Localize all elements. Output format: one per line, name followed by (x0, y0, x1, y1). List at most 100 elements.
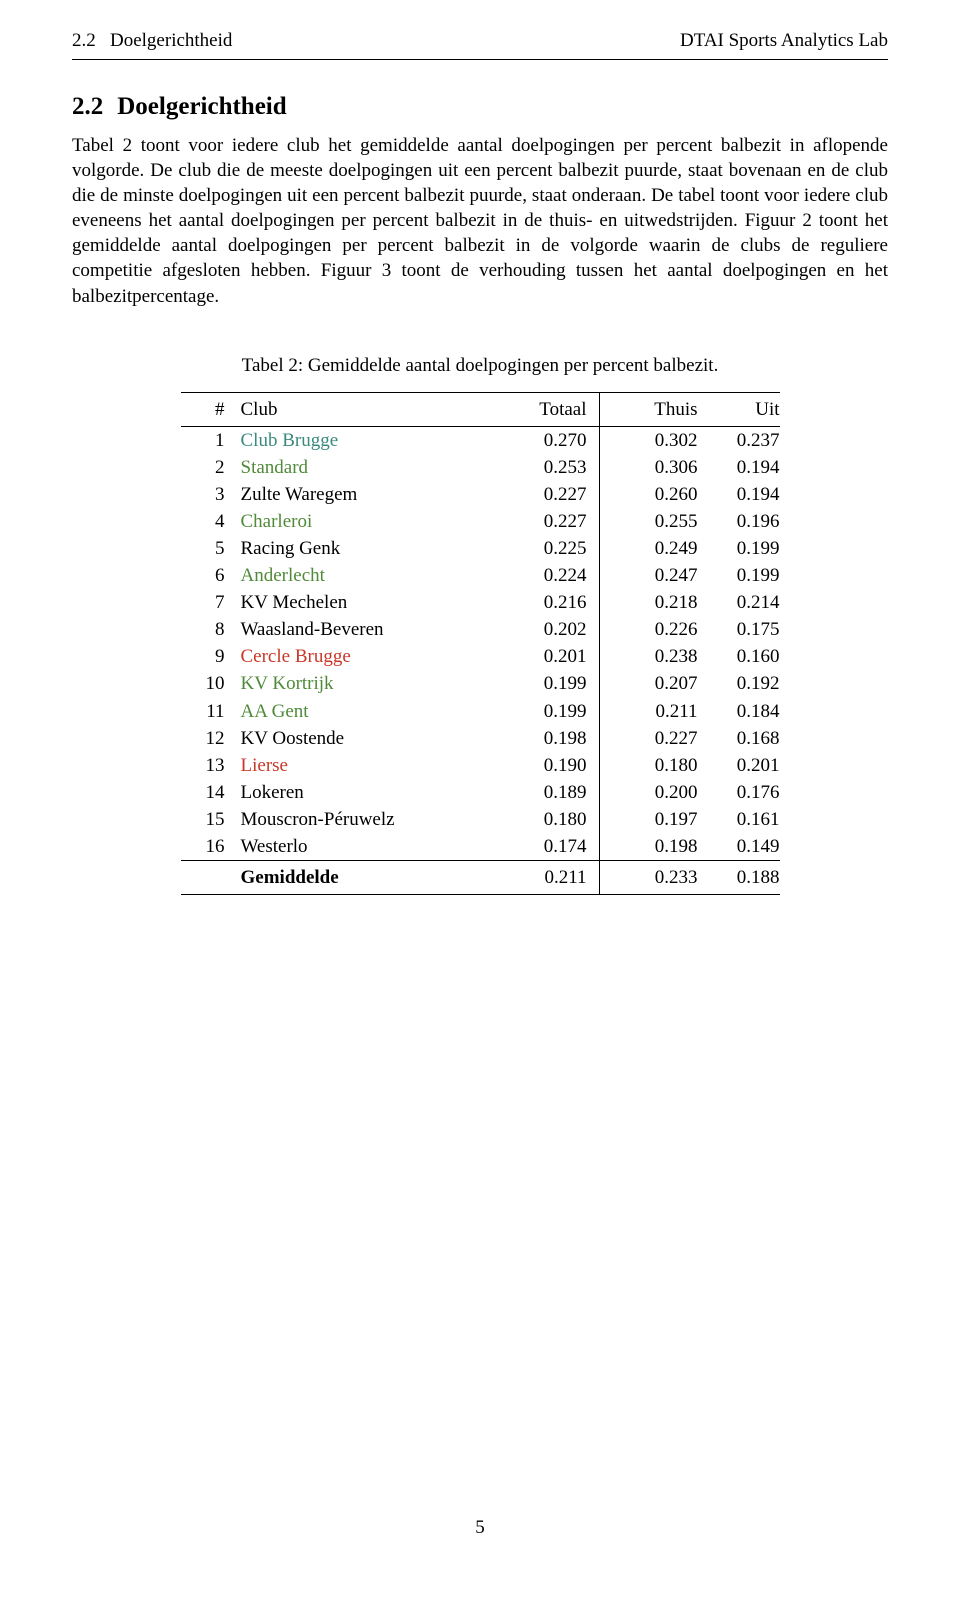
cell-rank: 13 (181, 752, 241, 779)
cell-uit: 0.194 (710, 481, 780, 508)
cell-rank: 1 (181, 426, 241, 454)
cell-totaal: 0.202 (501, 616, 600, 643)
cell-thuis: 0.198 (599, 833, 710, 861)
cell-rank: 2 (181, 454, 241, 481)
table-row: 10KV Kortrijk0.1990.2070.192 (181, 670, 780, 697)
cell-uit: 0.214 (710, 589, 780, 616)
cell-thuis: 0.302 (599, 426, 710, 454)
col-header-club: Club (241, 392, 501, 426)
cell-rank: 5 (181, 535, 241, 562)
cell-totaal: 0.201 (501, 643, 600, 670)
cell-uit: 0.237 (710, 426, 780, 454)
cell-totaal: 0.180 (501, 806, 600, 833)
cell-rank (181, 861, 241, 895)
running-header: 2.2 Doelgerichtheid DTAI Sports Analytic… (72, 28, 888, 53)
cell-uit: 0.168 (710, 725, 780, 752)
cell-club: KV Oostende (241, 725, 501, 752)
col-header-totaal: Totaal (501, 392, 600, 426)
cell-totaal: 0.270 (501, 426, 600, 454)
cell-thuis: 0.200 (599, 779, 710, 806)
page: 2.2 Doelgerichtheid DTAI Sports Analytic… (0, 0, 960, 1600)
cell-thuis: 0.218 (599, 589, 710, 616)
cell-rank: 8 (181, 616, 241, 643)
cell-thuis: 0.249 (599, 535, 710, 562)
cell-thuis: 0.227 (599, 725, 710, 752)
cell-rank: 10 (181, 670, 241, 697)
table-row: 15Mouscron-Péruwelz0.1800.1970.161 (181, 806, 780, 833)
section-heading: 2.2 Doelgerichtheid (72, 90, 888, 123)
cell-club: Mouscron-Péruwelz (241, 806, 501, 833)
section-number: 2.2 (72, 93, 103, 120)
table-row: 2Standard0.2530.3060.194 (181, 454, 780, 481)
cell-uit: 0.194 (710, 454, 780, 481)
table-container: #ClubTotaalThuisUit1Club Brugge0.2700.30… (72, 392, 888, 895)
col-header-rank: # (181, 392, 241, 426)
cell-rank: 15 (181, 806, 241, 833)
cell-thuis: 0.260 (599, 481, 710, 508)
cell-thuis: 0.197 (599, 806, 710, 833)
cell-totaal: 0.189 (501, 779, 600, 806)
cell-totaal: 0.199 (501, 670, 600, 697)
cell-totaal: 0.227 (501, 481, 600, 508)
col-header-uit: Uit (710, 392, 780, 426)
section-title: Doelgerichtheid (117, 93, 286, 120)
table-row: 1Club Brugge0.2700.3020.237 (181, 426, 780, 454)
table-row: 3Zulte Waregem0.2270.2600.194 (181, 481, 780, 508)
cell-totaal: 0.227 (501, 508, 600, 535)
cell-totaal: 0.190 (501, 752, 600, 779)
cell-thuis: 0.207 (599, 670, 710, 697)
body-paragraph: Tabel 2 toont voor iedere club het gemid… (72, 133, 888, 309)
page-number: 5 (0, 1515, 960, 1540)
cell-club: KV Mechelen (241, 589, 501, 616)
cell-club: Lokeren (241, 779, 501, 806)
table-row: 12KV Oostende0.1980.2270.168 (181, 725, 780, 752)
cell-club: Anderlecht (241, 562, 501, 589)
cell-uit: 0.192 (710, 670, 780, 697)
table-row: 5Racing Genk0.2250.2490.199 (181, 535, 780, 562)
cell-rank: 6 (181, 562, 241, 589)
cell-rank: 12 (181, 725, 241, 752)
cell-totaal: 0.211 (501, 861, 600, 895)
header-right: DTAI Sports Analytics Lab (680, 28, 888, 53)
cell-club: KV Kortrijk (241, 670, 501, 697)
cell-uit: 0.196 (710, 508, 780, 535)
cell-uit: 0.184 (710, 698, 780, 725)
cell-club: Zulte Waregem (241, 481, 501, 508)
cell-club: AA Gent (241, 698, 501, 725)
cell-club: Charleroi (241, 508, 501, 535)
cell-rank: 4 (181, 508, 241, 535)
cell-uit: 0.199 (710, 562, 780, 589)
cell-uit: 0.160 (710, 643, 780, 670)
cell-totaal: 0.216 (501, 589, 600, 616)
cell-thuis: 0.211 (599, 698, 710, 725)
cell-rank: 16 (181, 833, 241, 861)
table-row: 16Westerlo0.1740.1980.149 (181, 833, 780, 861)
data-table: #ClubTotaalThuisUit1Club Brugge0.2700.30… (181, 392, 780, 895)
table-caption: Tabel 2: Gemiddelde aantal doelpogingen … (72, 353, 888, 378)
table-row: 13Lierse0.1900.1800.201 (181, 752, 780, 779)
header-left: 2.2 Doelgerichtheid (72, 28, 232, 53)
cell-uit: 0.199 (710, 535, 780, 562)
cell-totaal: 0.224 (501, 562, 600, 589)
cell-uit: 0.201 (710, 752, 780, 779)
cell-footer-label: Gemiddelde (241, 861, 501, 895)
cell-thuis: 0.247 (599, 562, 710, 589)
table-row: 4Charleroi0.2270.2550.196 (181, 508, 780, 535)
cell-uit: 0.161 (710, 806, 780, 833)
header-rule (72, 59, 888, 60)
cell-club: Cercle Brugge (241, 643, 501, 670)
table-row: 7KV Mechelen0.2160.2180.214 (181, 589, 780, 616)
table-row: 14Lokeren0.1890.2000.176 (181, 779, 780, 806)
cell-club: Standard (241, 454, 501, 481)
table-row: 9Cercle Brugge0.2010.2380.160 (181, 643, 780, 670)
cell-uit: 0.149 (710, 833, 780, 861)
cell-club: Racing Genk (241, 535, 501, 562)
cell-thuis: 0.306 (599, 454, 710, 481)
table-row: 6Anderlecht0.2240.2470.199 (181, 562, 780, 589)
table-row: 11AA Gent0.1990.2110.184 (181, 698, 780, 725)
cell-rank: 14 (181, 779, 241, 806)
cell-rank: 3 (181, 481, 241, 508)
header-section-title: Doelgerichtheid (110, 30, 232, 51)
cell-club: Club Brugge (241, 426, 501, 454)
cell-thuis: 0.255 (599, 508, 710, 535)
